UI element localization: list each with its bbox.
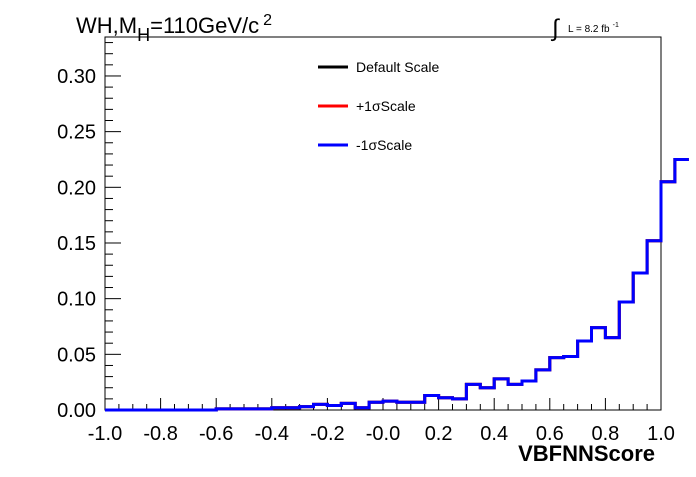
- x-tick-label: 0.2: [425, 423, 453, 445]
- legend: Default Scale +1σScale -1σScale: [318, 59, 439, 153]
- x-tick-label: 1.0: [647, 423, 675, 445]
- lumi-text: L = 8.2 fb: [568, 24, 610, 35]
- series-line-2: [105, 157, 689, 412]
- chart-title-rest: =110GeV/c: [150, 13, 259, 38]
- lumi-label: L = 8.2 fb -1: [568, 22, 619, 35]
- x-tick-label: -0.8: [143, 423, 177, 445]
- y-tick-label: 0.30: [57, 66, 96, 88]
- chart-title-superscript: 2: [263, 12, 272, 29]
- lumi-superscript: -1: [613, 22, 619, 29]
- chart-title-subscript: H: [137, 25, 150, 45]
- x-tick-label: -1.0: [88, 423, 122, 445]
- x-tick-label: 0.6: [536, 423, 564, 445]
- legend-label-minus1sigma: -1σScale: [356, 137, 412, 153]
- legend-label-default: Default Scale: [356, 59, 439, 75]
- series-line-1: [105, 157, 689, 412]
- x-tick-label: -0.4: [255, 423, 289, 445]
- y-tick-label: 0.10: [57, 289, 96, 311]
- x-tick-label: 0.4: [480, 423, 508, 445]
- x-tick-label: -0.6: [199, 423, 233, 445]
- x-axis-title: VBFNNScore: [518, 441, 655, 466]
- y-tick-label: 0.20: [57, 177, 96, 199]
- x-tick-label: -0.0: [366, 423, 400, 445]
- chart-title: WH,MH=110GeV/c 2: [76, 12, 272, 45]
- x-tick-label: 0.8: [591, 423, 619, 445]
- lumi-integral-symbol: ∫: [550, 15, 560, 42]
- legend-label-plus1sigma: +1σScale: [356, 98, 416, 114]
- y-tick-label: 0.00: [57, 400, 96, 422]
- chart-title-main: WH,M: [76, 13, 137, 38]
- x-tick-label: -0.2: [310, 423, 344, 445]
- y-tick-label: 0.15: [57, 233, 96, 255]
- y-tick-label: 0.05: [57, 344, 96, 366]
- series-line-0: [105, 157, 689, 412]
- axes: -1.0 -0.8 -0.6 -0.4 -0.2 -0.0 0.2 0.4 0.6 0.8 1.0 0…: [57, 42, 675, 445]
- y-tick-label: 0.25: [57, 122, 96, 144]
- series-layer: [105, 157, 689, 412]
